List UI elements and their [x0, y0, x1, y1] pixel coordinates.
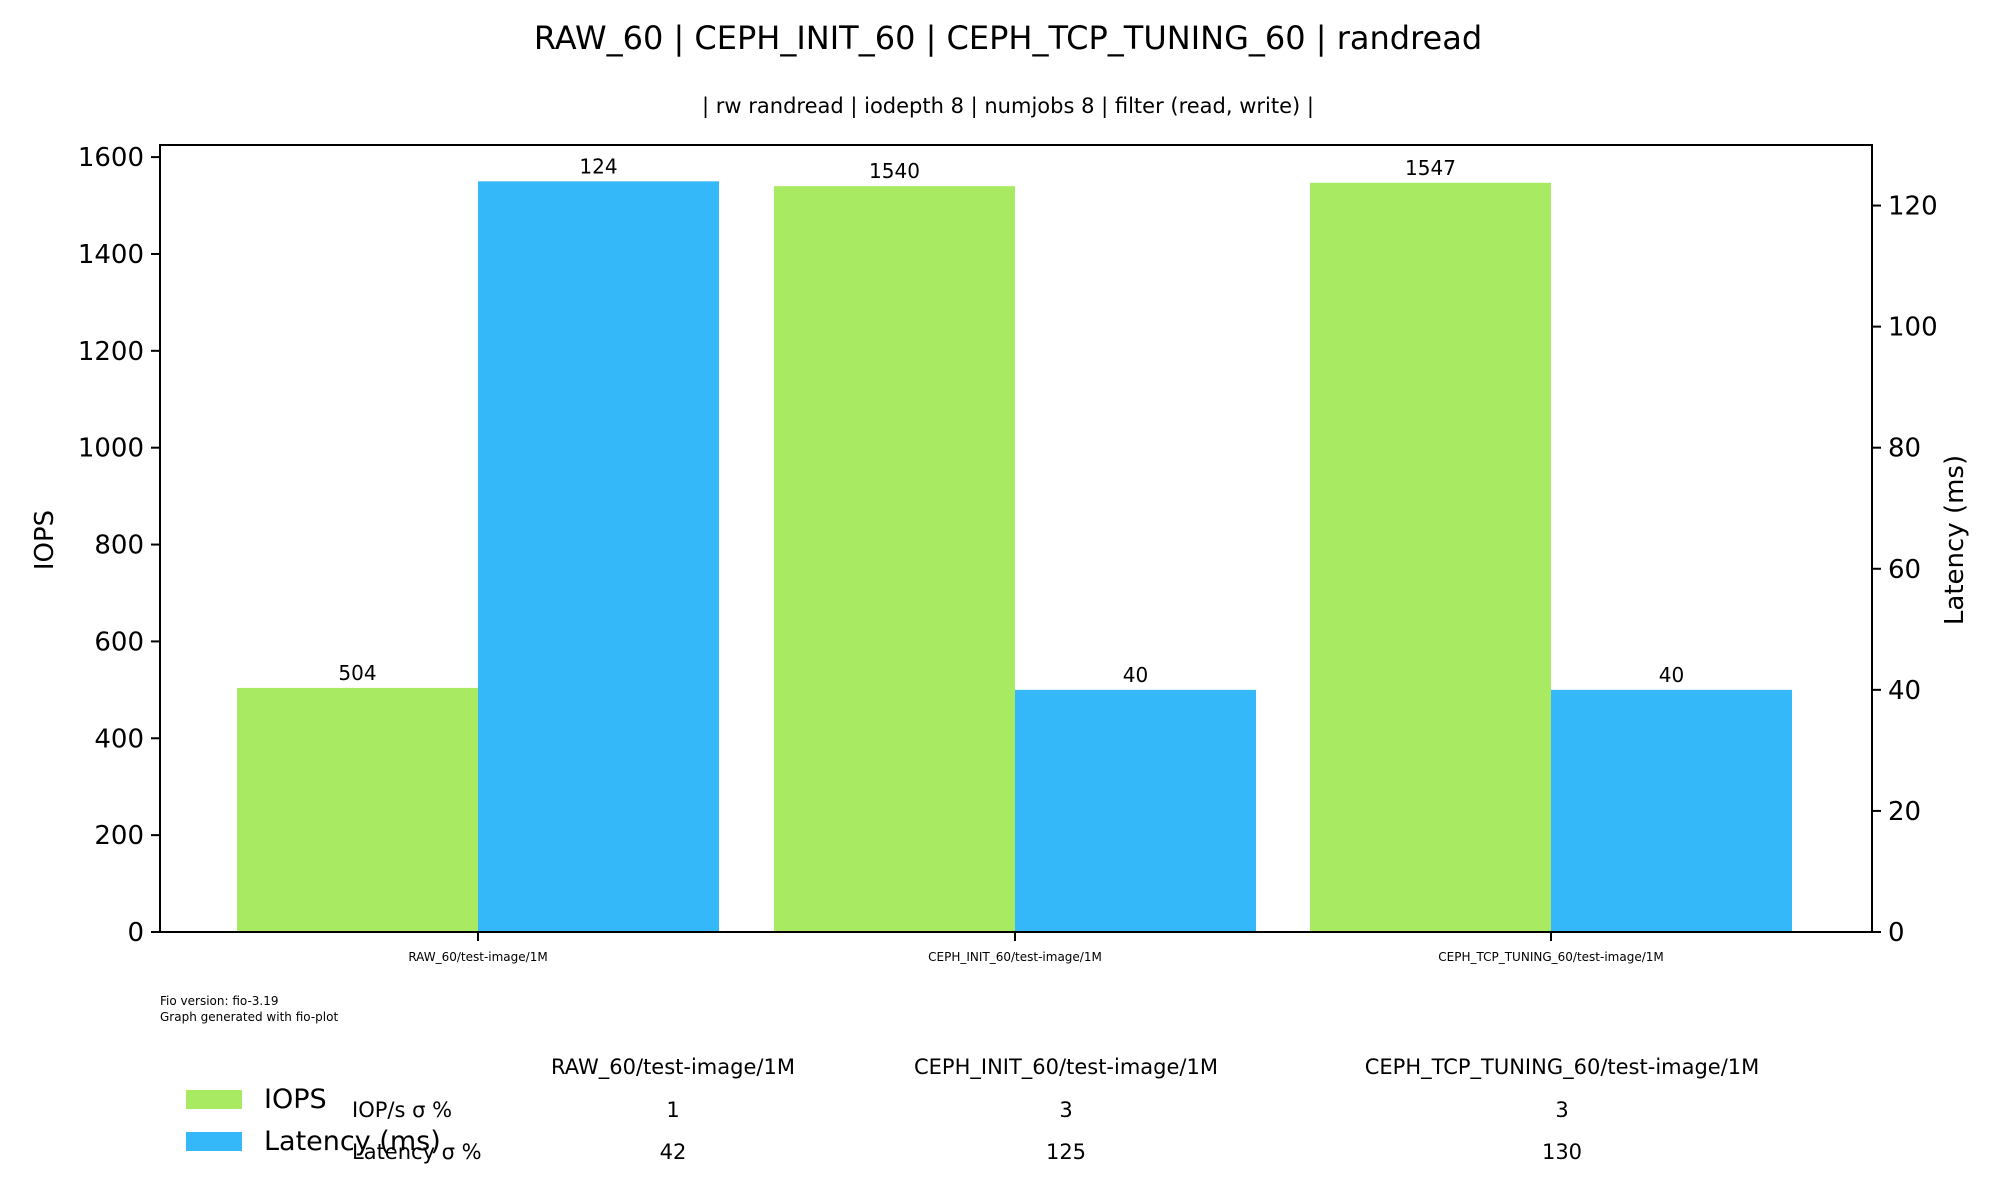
stats-row-label: Latency σ % [352, 1140, 482, 1164]
data-label-latency-1: 40 [1123, 663, 1148, 687]
stats-cell: 125 [1046, 1140, 1086, 1164]
legend-swatch-iops [186, 1090, 242, 1109]
data-label-iops-1: 1540 [869, 159, 920, 183]
data-label-latency-2: 40 [1659, 663, 1684, 687]
y-tick-label: 600 [94, 627, 144, 657]
stats-cell: 130 [1542, 1140, 1582, 1164]
legend-label-iops: IOPS [264, 1084, 327, 1115]
x-tick-label: CEPH_TCP_TUNING_60/test-image/1M [1438, 950, 1663, 964]
y-tick-label: 1600 [78, 143, 144, 173]
stats-cell: 42 [660, 1140, 687, 1164]
stats-column-header: CEPH_TCP_TUNING_60/test-image/1M [1365, 1055, 1760, 1080]
y-tick-label: 1000 [78, 434, 144, 464]
x-tick-label: CEPH_INIT_60/test-image/1M [928, 950, 1102, 964]
legend-swatch-latency [186, 1132, 242, 1151]
x-axis: RAW_60/test-image/1M CEPH_INIT_60/test-im… [408, 932, 1664, 964]
stats-table: RAW_60/test-image/1M CEPH_INIT_60/test-im… [352, 1055, 1759, 1164]
left-axis: 0 200 400 600 800 1000 1200 1400 1600 [78, 143, 160, 948]
y-axis-label: IOPS [30, 510, 60, 570]
generated-by-note: Graph generated with fio-plot [160, 1010, 338, 1024]
chart-title: RAW_60 | CEPH_INIT_60 | CEPH_TCP_TUNING_… [534, 19, 1482, 57]
bar-iops-0 [237, 687, 478, 932]
y-tick-label: 800 [94, 531, 144, 561]
bars-layer: 504 124 1540 40 1547 40 [237, 154, 1792, 933]
legend-label-latency: Latency (ms) [264, 1126, 441, 1157]
bar-latency-0 [478, 181, 719, 933]
y-right-tick-label: 20 [1888, 797, 1921, 827]
y-right-tick-label: 40 [1888, 676, 1921, 706]
right-axis: 0 20 40 60 80 100 120 [1872, 192, 1938, 948]
stats-row-label: IOP/s σ % [352, 1098, 452, 1122]
y-tick-label: 200 [94, 821, 144, 851]
chart-subtitle: | rw randread | iodepth 8 | numjobs 8 | … [702, 94, 1314, 119]
fio-version-note: Fio version: fio-3.19 [160, 994, 279, 1008]
data-label-latency-0: 124 [579, 154, 617, 178]
data-label-iops-2: 1547 [1405, 156, 1456, 180]
stats-cell: 3 [1059, 1098, 1072, 1122]
y-right-tick-label: 100 [1888, 313, 1938, 343]
y-right-tick-label: 120 [1888, 192, 1938, 222]
bar-iops-1 [774, 186, 1015, 933]
y-tick-label: 1400 [78, 240, 144, 270]
y-tick-label: 1200 [78, 337, 144, 367]
y-tick-label: 400 [94, 724, 144, 754]
y-tick-label: 0 [127, 918, 144, 948]
y-right-tick-label: 60 [1888, 555, 1921, 585]
y-axis-right-label: Latency (ms) [1940, 455, 1970, 625]
legend: IOPS Latency (ms) [186, 1084, 441, 1157]
y-right-tick-label: 0 [1888, 918, 1905, 948]
stats-column-header: RAW_60/test-image/1M [551, 1055, 795, 1080]
x-tick-label: RAW_60/test-image/1M [408, 950, 547, 964]
stats-cell: 3 [1555, 1098, 1568, 1122]
stats-column-header: CEPH_INIT_60/test-image/1M [914, 1055, 1218, 1080]
bar-iops-2 [1310, 182, 1551, 932]
y-right-tick-label: 80 [1888, 434, 1921, 464]
stats-cell: 1 [666, 1098, 679, 1122]
bar-latency-2 [1551, 689, 1792, 932]
data-label-iops-0: 504 [338, 661, 376, 685]
bar-latency-1 [1015, 689, 1256, 932]
